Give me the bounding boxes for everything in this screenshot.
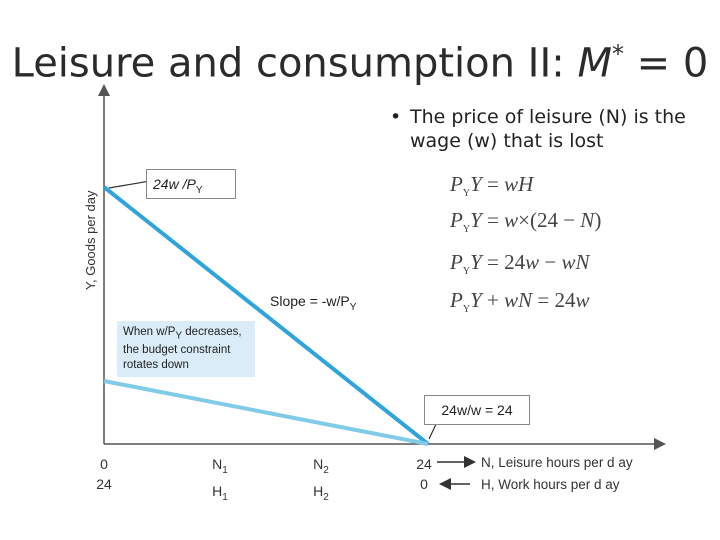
tick-2-work: H2 (301, 481, 341, 508)
tick-2-leisure: N2 (301, 454, 341, 481)
tick-0-work: 24 (96, 476, 112, 492)
x-intercept-label: 24w/w = 24 (424, 395, 530, 425)
note-main: When w/P (123, 326, 176, 338)
title-variable: M (577, 40, 612, 87)
tick-2-leisure-main: N (313, 456, 324, 472)
tick-1-work-main: H (212, 482, 223, 499)
slope-label-main: Slope = -w/P (270, 293, 350, 309)
bullet-dot: • (390, 106, 402, 128)
bullet-text: The price of leisure (N) is the wage (w)… (410, 106, 686, 152)
equation-1: PYY = wH (450, 172, 534, 200)
tick-2: N2 H2 (301, 454, 341, 508)
tick-2-work-sub: 2 (323, 491, 329, 503)
intercept-label-main: 24w /P (153, 176, 196, 192)
tick-1-work: H1 (200, 481, 240, 508)
work-axis-legend: H, Work hours per d ay (481, 477, 620, 492)
budget-line (102, 185, 430, 446)
y-axis-label: Y, Goods per day (83, 190, 98, 291)
intercept-label-sub: Y (195, 184, 203, 196)
leisure-axis-legend: N, Leisure hours per d ay (481, 455, 633, 470)
equation-3: PYY = 24w − wN (450, 250, 590, 278)
bullet-point: • The price of leisure (N) is the wage (… (390, 105, 710, 153)
tick-0-leisure: 0 (100, 456, 108, 472)
note-rest: decreases, the budget constraint rotates… (123, 326, 242, 372)
tick-3-work: 0 (420, 476, 428, 492)
tick-1-leisure: N1 (200, 454, 240, 481)
tick-2-leisure-sub: 2 (323, 464, 329, 476)
tick-1: N1 H1 (200, 454, 240, 508)
slide-title: Leisure and consumption II: M* = 0 (0, 40, 720, 86)
tick-1-leisure-sub: 1 (222, 464, 228, 476)
intercept-pointer (108, 180, 151, 189)
title-superscript: * (611, 40, 624, 68)
tick-3: 24 0 (404, 454, 444, 494)
slope-label: Slope = -w/PY (270, 293, 356, 313)
tick-1-leisure-main: N (212, 456, 223, 472)
title-text: Leisure and consumption II: (11, 40, 578, 87)
tick-1-work-sub: 1 (222, 491, 228, 503)
slope-label-sub: Y (349, 301, 357, 313)
y-intercept-label: 24w /PY (146, 169, 236, 199)
rotation-note: When w/PY decreases, the budget constrai… (117, 321, 255, 378)
tick-3-leisure: 24 (416, 456, 432, 472)
note-sub: Y (175, 330, 183, 342)
title-tail: = 0 (623, 40, 709, 87)
tick-2-work-main: H (313, 482, 324, 499)
equation-2: PYY = w×(24 − N) (450, 208, 602, 236)
rotated-budget-line (103, 379, 429, 446)
equation-4: PYY + wN = 24w (450, 288, 590, 316)
tick-0: 0 24 (84, 454, 124, 494)
